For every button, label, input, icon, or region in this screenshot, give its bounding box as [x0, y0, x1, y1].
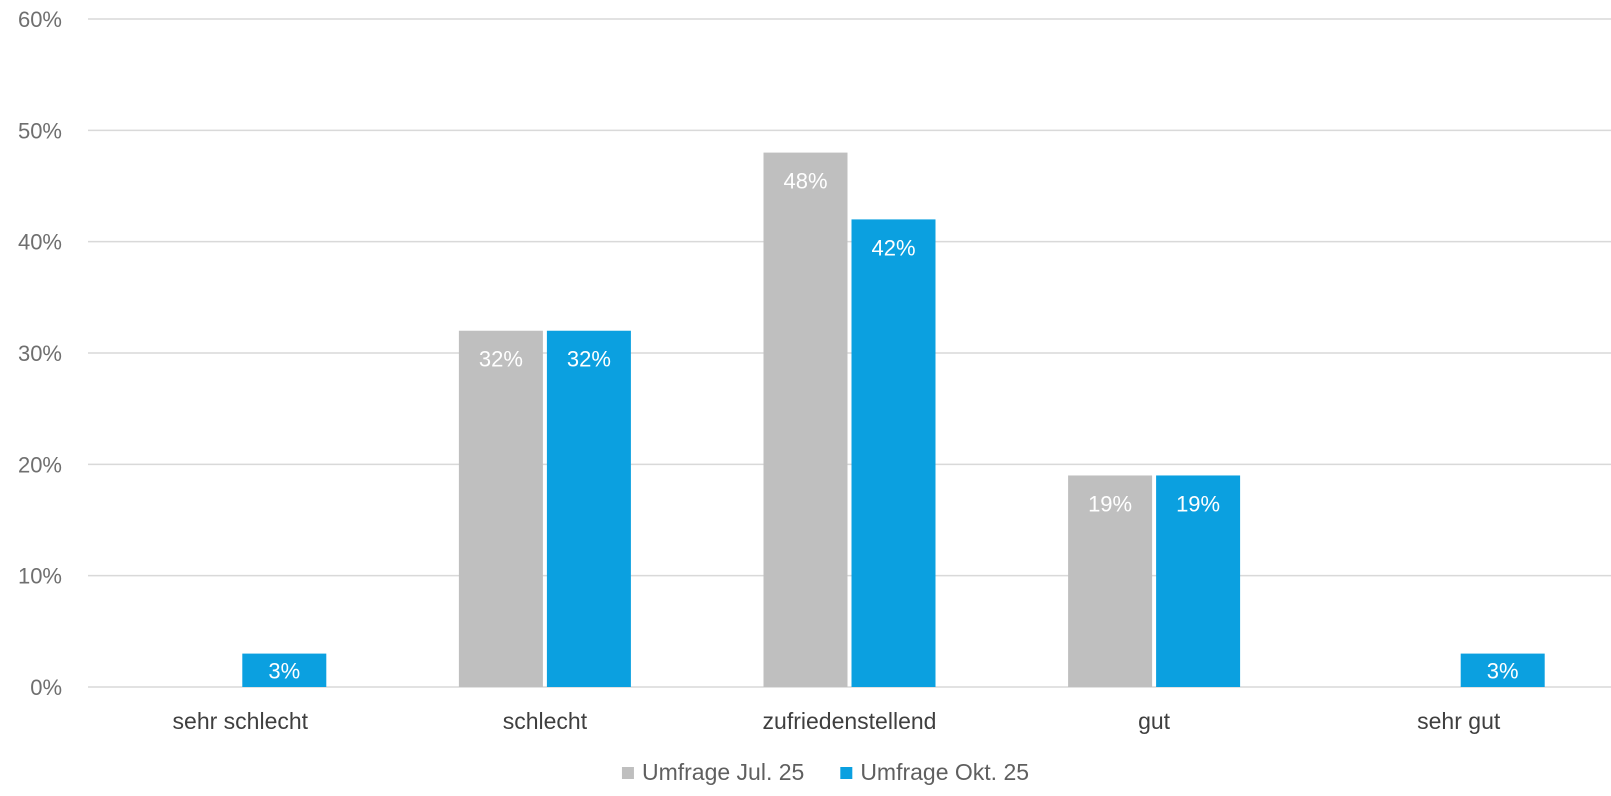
- bar: [242, 653, 327, 687]
- data-label: 48%: [783, 169, 827, 194]
- x-axis-category-labels: sehr schlecht schlecht zufriedenstellend gu…: [173, 708, 1501, 734]
- bar: [458, 330, 543, 687]
- legend: Umfrage Jul. 25 Umfrage Okt. 25: [621, 759, 1029, 785]
- legend-label: Umfrage Jul. 25: [642, 759, 804, 785]
- y-tick-label: 50%: [18, 118, 62, 143]
- y-tick-label: 10%: [18, 564, 62, 589]
- data-label: 3%: [1487, 658, 1519, 683]
- bar: [1068, 475, 1153, 687]
- legend-entry: Umfrage Jul. 25: [621, 759, 804, 785]
- data-label: 32%: [479, 347, 523, 372]
- gridlines: [88, 18, 1611, 688]
- y-tick-label: 0%: [30, 675, 62, 700]
- y-tick-label: 30%: [18, 341, 62, 366]
- data-label: 3%: [268, 658, 300, 683]
- bars: [242, 152, 1545, 688]
- legend-swatch: [621, 767, 634, 779]
- legend-label: Umfrage Okt. 25: [860, 759, 1029, 785]
- x-category-label: schlecht: [503, 708, 588, 734]
- x-category-label: sehr schlecht: [173, 708, 309, 734]
- y-tick-label: 60%: [18, 7, 62, 32]
- bar: [546, 330, 631, 687]
- y-tick-label: 40%: [18, 230, 62, 255]
- data-label: 32%: [567, 347, 611, 372]
- legend-swatch: [840, 767, 853, 779]
- bar: [1156, 475, 1241, 687]
- data-labels: 3% 32% 32% 48% 42% 19% 19% 3%: [268, 169, 1518, 684]
- data-label: 19%: [1176, 491, 1220, 516]
- data-label: 19%: [1088, 491, 1132, 516]
- x-category-label: zufriedenstellend: [763, 708, 937, 734]
- y-axis-tick-labels: 0% 10% 20% 30% 40% 50% 60%: [18, 7, 62, 700]
- bar: [851, 219, 936, 687]
- bar: [763, 152, 848, 688]
- y-tick-label: 20%: [18, 452, 62, 477]
- x-category-label: sehr gut: [1417, 708, 1501, 734]
- data-label: 42%: [871, 235, 915, 260]
- x-category-label: gut: [1138, 708, 1171, 734]
- bar: [1460, 653, 1545, 687]
- legend-entry: Umfrage Okt. 25: [840, 759, 1029, 785]
